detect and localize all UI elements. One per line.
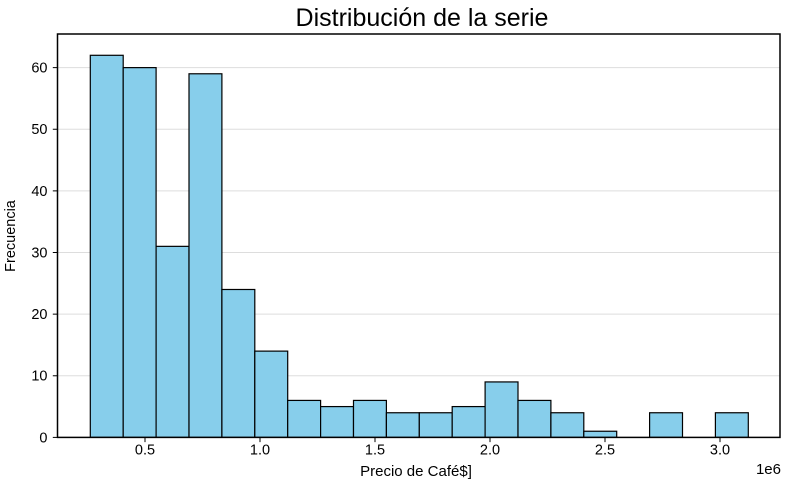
svg-text:1.5: 1.5 [365,443,385,459]
svg-text:50: 50 [31,122,47,138]
svg-text:Frecuencia: Frecuencia [3,199,19,272]
svg-text:1e6: 1e6 [756,461,781,478]
svg-text:0.5: 0.5 [135,443,155,459]
svg-text:1.0: 1.0 [250,443,270,459]
svg-text:10: 10 [31,369,47,385]
svg-text:2.0: 2.0 [480,443,500,459]
svg-text:30: 30 [31,245,47,261]
svg-text:0: 0 [39,430,47,446]
svg-text:40: 40 [31,184,47,200]
svg-text:3.0: 3.0 [710,443,730,459]
svg-text:Distribución de la serie: Distribución de la serie [296,4,549,32]
svg-text:2.5: 2.5 [595,443,615,459]
svg-text:Precio de Café$]: Precio de Café$] [360,463,472,480]
svg-text:60: 60 [31,61,47,77]
svg-text:20: 20 [31,307,47,323]
